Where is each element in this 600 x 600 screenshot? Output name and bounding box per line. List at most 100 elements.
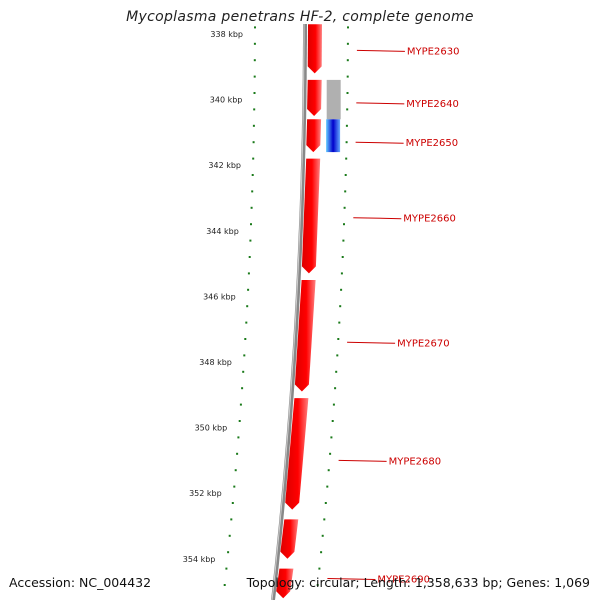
- tick-mark: [345, 124, 348, 127]
- tick-mark: [324, 502, 327, 504]
- tick-mark: [234, 469, 237, 472]
- tick-label: 354 kbp: [183, 555, 216, 564]
- tick-mark: [254, 26, 256, 29]
- tick-mark: [342, 239, 345, 242]
- tick-mark: [227, 551, 230, 554]
- tick-mark: [250, 206, 253, 209]
- tick-mark: [344, 174, 347, 176]
- tick-mark: [336, 354, 339, 357]
- label-leader-line: [347, 341, 396, 344]
- gene-label[interactable]: MYPE2690: [377, 575, 430, 586]
- tick-mark: [346, 108, 349, 111]
- tick-mark: [320, 551, 323, 554]
- tick-mark: [251, 174, 254, 176]
- tick-mark: [337, 338, 340, 340]
- tick-mark: [252, 141, 255, 144]
- tick-mark: [331, 420, 334, 422]
- gene-arrow[interactable]: [301, 158, 321, 274]
- tick-mark: [237, 436, 240, 439]
- accession-text: Accession: NC_004432: [9, 575, 152, 590]
- tick-mark: [321, 534, 324, 537]
- blue-feature-block[interactable]: [326, 119, 341, 153]
- tick-mark: [345, 157, 348, 160]
- tick-mark: [253, 92, 256, 94]
- tick-mark: [246, 305, 249, 308]
- tick-mark: [253, 59, 256, 62]
- tick-mark: [318, 567, 321, 570]
- tick-mark: [329, 452, 332, 455]
- gene-arrow[interactable]: [276, 568, 294, 599]
- tick-mark: [316, 584, 319, 586]
- gene-arrow[interactable]: [280, 519, 299, 559]
- tick-mark: [244, 338, 247, 340]
- tick-mark: [340, 288, 343, 291]
- tick-mark: [236, 452, 239, 455]
- label-leader-line: [356, 102, 405, 105]
- tick-mark: [338, 321, 341, 324]
- tick-ring-inner: [316, 26, 349, 586]
- tick-mark: [253, 75, 256, 78]
- tick-mark: [341, 256, 344, 258]
- tick-mark: [239, 403, 242, 406]
- backbone-line: [271, 24, 307, 600]
- tick-mark: [335, 370, 338, 373]
- tick-mark: [323, 518, 326, 521]
- gene-label[interactable]: MYPE2660: [403, 214, 456, 225]
- tick-label: 338 kbp: [210, 30, 243, 39]
- feature-track: [326, 79, 341, 153]
- tick-mark: [225, 567, 228, 570]
- tick-mark: [251, 190, 254, 193]
- tick-mark: [346, 59, 349, 62]
- tick-mark: [340, 272, 343, 275]
- gray-feature-block[interactable]: [326, 79, 341, 120]
- tick-label: 344 kbp: [206, 227, 239, 236]
- tick-ring-outer: 338 kbp 340 kbp 342 kbp 344 kbp 346 kbp 348 k…: [183, 26, 256, 586]
- tick-mark: [326, 485, 329, 488]
- tick-label: 348 kbp: [199, 358, 232, 367]
- backbone-highlight: [271, 24, 305, 600]
- tick-mark: [253, 108, 256, 111]
- tick-mark: [247, 288, 250, 291]
- tick-mark: [252, 157, 255, 160]
- gene-arrow[interactable]: [306, 119, 322, 153]
- tick-mark: [231, 502, 234, 504]
- tick-mark: [245, 321, 248, 324]
- gene-arrow[interactable]: [307, 24, 322, 74]
- gene-arrow[interactable]: [285, 398, 309, 510]
- tick-mark: [230, 518, 233, 521]
- tick-mark: [344, 190, 347, 193]
- gene-label[interactable]: MYPE2670: [397, 338, 450, 349]
- tick-mark: [346, 92, 349, 94]
- gene-arrow[interactable]: [294, 280, 316, 392]
- tick-mark: [327, 469, 330, 472]
- tick-label: 352 kbp: [189, 489, 222, 498]
- tick-mark: [241, 387, 244, 390]
- label-leader-line: [353, 217, 402, 220]
- tick-label: 346 kbp: [203, 292, 236, 301]
- tick-mark: [347, 26, 349, 29]
- gene-label[interactable]: MYPE2630: [407, 46, 460, 57]
- gene-label[interactable]: MYPE2650: [406, 138, 459, 149]
- gene-label[interactable]: MYPE2680: [389, 456, 442, 467]
- tick-mark: [247, 272, 250, 275]
- tick-label: 340 kbp: [210, 96, 243, 105]
- tick-mark: [252, 124, 255, 127]
- tick-mark: [242, 370, 245, 373]
- label-leader-line: [355, 141, 404, 144]
- tick-mark: [233, 485, 236, 488]
- gene-arrow[interactable]: [307, 79, 322, 116]
- tick-mark: [343, 206, 346, 209]
- tick-mark: [248, 256, 251, 258]
- tick-label: 342 kbp: [208, 161, 241, 170]
- genome-backbone: [271, 24, 307, 600]
- tick-label: 350 kbp: [195, 424, 228, 433]
- tick-mark: [243, 354, 246, 357]
- label-leader-line: [356, 49, 405, 52]
- tick-mark: [238, 420, 241, 422]
- tick-mark: [343, 223, 345, 226]
- tick-mark: [346, 42, 349, 45]
- tick-mark: [223, 584, 226, 586]
- gene-label[interactable]: MYPE2640: [406, 99, 459, 110]
- label-leader-line: [338, 459, 387, 462]
